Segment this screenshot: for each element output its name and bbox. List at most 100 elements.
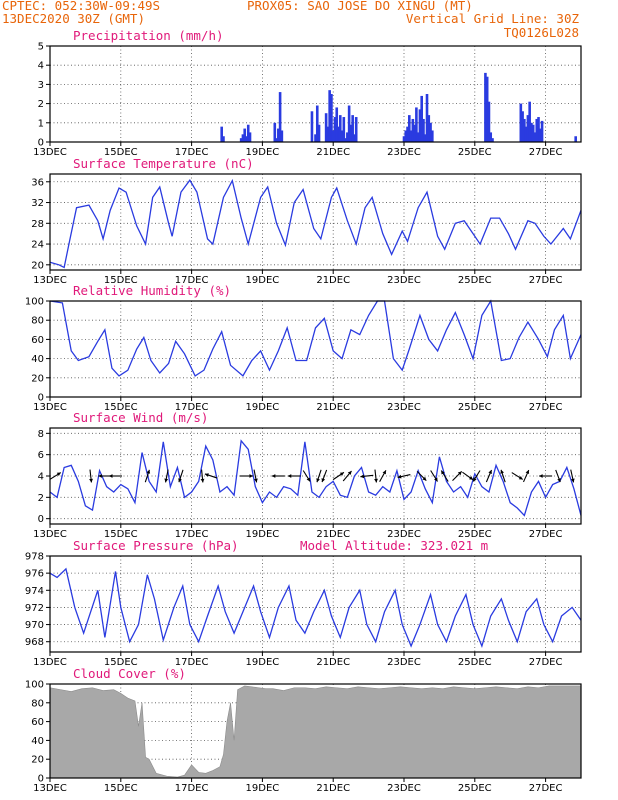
wind-arrow-head <box>539 474 543 478</box>
x-tick-label: 15DEC <box>104 402 138 413</box>
y-tick-label: 0 <box>38 138 44 149</box>
wind-arrow-head <box>422 476 427 481</box>
wind-arrow-head <box>518 475 523 480</box>
wind-arrow-head <box>339 472 344 476</box>
precip-bar <box>531 124 535 142</box>
y-tick-label: 2 <box>38 493 44 504</box>
wind-arrow-head <box>89 478 93 483</box>
x-tick-label: 21DEC <box>316 657 350 668</box>
x-tick-label: 19DEC <box>246 657 280 668</box>
y-tick-label: 972 <box>25 603 44 614</box>
x-tick-label: 17DEC <box>175 275 209 286</box>
x-tick-label: 15DEC <box>104 147 138 158</box>
y-tick-label: 4 <box>38 472 44 483</box>
series-line <box>49 178 582 269</box>
precip-bar <box>342 117 346 142</box>
precip-bar <box>521 111 524 142</box>
precip-bar <box>246 124 250 142</box>
series-line <box>49 567 582 648</box>
x-tick-label: 21DEC <box>316 783 350 794</box>
plot-frame <box>49 45 582 143</box>
x-tick-label: 23DEC <box>387 402 421 413</box>
precip-bar <box>416 132 420 142</box>
y-tick-label: 976 <box>25 569 44 580</box>
precip-bar <box>427 115 431 142</box>
wind-arrow-head <box>488 470 492 475</box>
precip-bar <box>415 107 418 142</box>
precip-bar <box>354 117 358 142</box>
precip-bar <box>275 138 278 142</box>
precip-bar <box>220 126 223 142</box>
x-tick-label: 19DEC <box>246 783 280 794</box>
wind-arrow-head <box>397 474 402 479</box>
x-tick-label: 15DEC <box>104 529 138 540</box>
y-tick-label: 8 <box>38 429 44 440</box>
precip-bar <box>347 105 351 142</box>
x-tick-label: 17DEC <box>175 147 209 158</box>
wind-arrow-head <box>382 470 386 475</box>
precip-bar <box>540 120 544 142</box>
wind-arrow-head <box>525 470 530 475</box>
x-tick-label: 23DEC <box>387 783 421 794</box>
x-tick-label: 27DEC <box>529 783 563 794</box>
precip-bar <box>484 72 487 142</box>
x-tick-label: 13DEC <box>33 783 67 794</box>
y-tick-label: 2 <box>38 99 44 110</box>
wind-arrow-head <box>271 474 276 478</box>
precip-bar <box>485 76 489 142</box>
y-tick-label: 28 <box>31 219 44 230</box>
x-tick-label: 19DEC <box>246 529 280 540</box>
precip-bar <box>351 115 354 142</box>
cloud-cover-area <box>49 685 582 779</box>
y-tick-label: 0 <box>38 514 44 525</box>
panel-cloud: 0 20 40 60 80 100 13DEC 15DEC 17DEC 19DEC 21DEC 23D… <box>25 666 582 794</box>
x-tick-label: 17DEC <box>175 657 209 668</box>
precip-bar <box>222 136 225 142</box>
wind-arrow-head <box>287 474 292 478</box>
y-tick-label: 0 <box>38 774 44 785</box>
precip-bar <box>404 130 408 142</box>
x-tick-label: 23DEC <box>387 657 421 668</box>
wind-arrow-head <box>469 476 474 480</box>
precip-bar <box>537 117 540 142</box>
panel-title: Surface Temperature (nC) <box>73 156 254 171</box>
wind-arrow-head <box>164 478 169 483</box>
wind-arrow-head <box>316 478 320 483</box>
precip-bar <box>491 138 494 142</box>
precip-bar <box>523 118 526 142</box>
header-run-date: 13DEC2020 30Z (GMT) <box>2 11 145 26</box>
precip-bar <box>353 134 356 142</box>
precip-bar <box>418 109 422 142</box>
y-tick-label: 978 <box>25 552 44 563</box>
series-line <box>49 299 582 377</box>
x-tick-label: 25DEC <box>458 147 492 158</box>
y-tick-label: 36 <box>31 177 44 188</box>
precip-bar <box>402 136 406 142</box>
precip-bar <box>431 130 434 142</box>
wind-arrow-head <box>457 471 462 476</box>
panel-annotation: Model Altitude: 323.021 m <box>300 538 488 553</box>
series-line <box>49 439 582 517</box>
precip-bar <box>324 113 328 142</box>
wind-arrow-head <box>56 472 61 477</box>
x-tick-label: 15DEC <box>104 783 138 794</box>
precip-bar <box>331 130 335 142</box>
precip-bar <box>248 132 252 142</box>
plot-frame <box>49 555 582 653</box>
precip-bar <box>429 122 432 142</box>
plot-frame <box>49 427 582 525</box>
x-tick-label: 13DEC <box>33 657 67 668</box>
wind-arrow-head <box>204 473 209 477</box>
precip-bar <box>310 111 314 142</box>
wind-arrow-head <box>374 478 378 483</box>
wind-arrow-head <box>500 469 504 474</box>
precip-bar <box>278 92 282 142</box>
y-tick-label: 6 <box>38 450 44 461</box>
y-tick-label: 20 <box>31 373 44 384</box>
precip-bar <box>526 115 530 142</box>
precip-bar <box>344 138 347 142</box>
wind-arrow-head <box>306 477 311 482</box>
panel-title: Surface Pressure (hPa) <box>73 538 239 553</box>
wind-arrow-head <box>570 478 575 483</box>
panel-title: Surface Wind (m/s) <box>73 410 208 425</box>
